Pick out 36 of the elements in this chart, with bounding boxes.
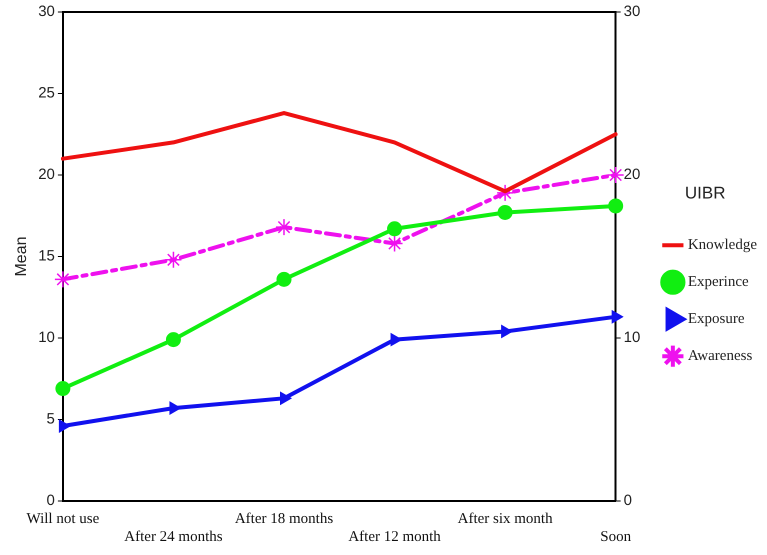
y-axis-title: Mean [13, 236, 30, 277]
x-tick-label: After six month [458, 510, 554, 527]
y-tick-label: 15 [38, 248, 55, 265]
point [276, 272, 292, 287]
point [387, 221, 402, 236]
point [166, 332, 181, 348]
point [606, 166, 624, 184]
point [498, 204, 513, 220]
point [164, 251, 182, 269]
y2-tick-label: 0 [624, 492, 632, 510]
point [386, 234, 404, 252]
point [58, 419, 70, 433]
y2-tick-label: 30 [624, 3, 640, 20]
y-tick-label: 25 [38, 84, 55, 102]
x-tick-label: After 24 months [124, 528, 223, 545]
legend-label: Experince [688, 274, 749, 290]
point [608, 198, 624, 214]
point [54, 270, 72, 288]
y-tick-label: 5 [46, 410, 55, 428]
x-tick-label: After 12 month [348, 528, 442, 545]
legend-title: UIBR [684, 183, 726, 202]
y-tick-label: 10 [38, 329, 55, 346]
y-tick-label: 0 [46, 492, 55, 510]
point [169, 402, 181, 415]
point [55, 381, 70, 396]
x-tick-label: Will not use [26, 510, 100, 527]
legend-label: Awareness [688, 348, 752, 364]
legend-label: Exposure [688, 311, 745, 328]
y2-tick-label: 10 [624, 329, 640, 346]
y-tick-label: 20 [38, 166, 55, 184]
x-tick-label: After 18 months [234, 510, 334, 527]
x-tick-label: Soon [600, 528, 632, 545]
y2-tick-label: 20 [624, 166, 640, 184]
point [275, 218, 293, 236]
y-tick-label: 30 [38, 3, 55, 20]
legend-label: Knowledge [688, 237, 758, 254]
